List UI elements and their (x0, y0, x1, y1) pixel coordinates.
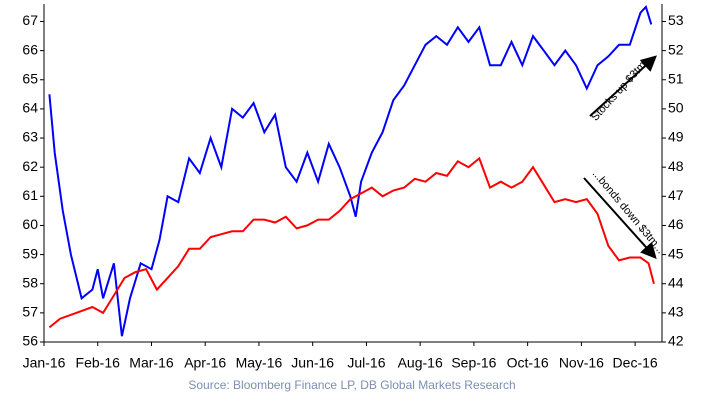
y2-tick-label: 44 (668, 274, 684, 290)
y-tick-label: 62 (22, 158, 38, 174)
x-tick-label: Dec-16 (613, 355, 658, 371)
x-tick-label: Mar-16 (129, 355, 174, 371)
x-tick-label: Jan-16 (23, 355, 66, 371)
y-tick-label: 60 (22, 216, 38, 232)
y-tick-label: 58 (22, 274, 38, 290)
y2-tick-label: 43 (668, 304, 684, 320)
source: Source: Bloomberg Finance LP, DB Global … (188, 378, 515, 392)
annotation: ...bonds down $3tm... (590, 168, 667, 256)
x-tick-label: Oct-16 (507, 355, 549, 371)
y-tick-label: 65 (22, 70, 38, 86)
y2-tick-label: 53 (668, 12, 684, 28)
y2-tick-label: 42 (668, 333, 684, 349)
y2-tick-label: 47 (668, 187, 684, 203)
y2-tick-label: 48 (668, 158, 684, 174)
x-tick-label: Jul-16 (347, 355, 385, 371)
y2-tick-label: 49 (668, 129, 684, 145)
y2-tick-label: 50 (668, 100, 684, 116)
x-tick-label: Aug-16 (398, 355, 443, 371)
x-tick-label: Apr-16 (184, 355, 226, 371)
x-tick-label: Sep-16 (451, 355, 496, 371)
x-tick-label: Nov-16 (559, 355, 604, 371)
y-tick-label: 59 (22, 245, 38, 261)
y-tick-label: 56 (22, 333, 38, 349)
y-tick-label: 63 (22, 129, 38, 145)
y-tick-label: 67 (22, 12, 38, 28)
arrow (583, 177, 657, 259)
y2-tick-label: 51 (668, 70, 684, 86)
y2-tick-label: 46 (668, 216, 684, 232)
x-tick-label: Feb-16 (76, 355, 121, 371)
y-tick-label: 64 (22, 100, 38, 116)
series-line (48, 156, 655, 329)
series-line (48, 4, 653, 337)
y-tick-label: 57 (22, 304, 38, 320)
x-tick-label: Jun-16 (291, 355, 334, 371)
y2-tick-label: 52 (668, 41, 684, 57)
y2-tick-label: 45 (668, 245, 684, 261)
y-tick-label: 66 (22, 41, 38, 57)
y-tick-label: 61 (22, 187, 38, 203)
x-tick-label: May-16 (236, 355, 283, 371)
arrow (589, 55, 657, 117)
